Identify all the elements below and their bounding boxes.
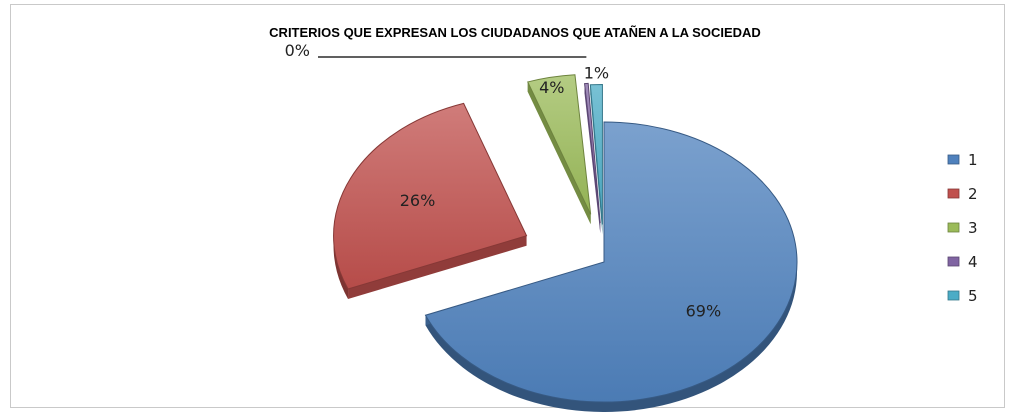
pie-slices [333,74,798,412]
slice-1 [424,121,798,412]
slice-5 [589,84,603,235]
chart-title: CRITERIOS QUE EXPRESAN LOS CIUDADANOS QU… [269,25,761,40]
legend-swatch-1 [947,154,960,165]
legend-label-3: 3 [968,219,978,237]
legend-label-5: 5 [968,287,978,305]
data-labels: 69% 26% 4% 0% 1% [285,41,722,320]
data-label-2: 26% [400,191,436,210]
legend-label-2: 2 [968,185,978,203]
slice-4 [584,82,601,234]
legend-swatch-5 [947,290,960,301]
legend-swatch-2 [947,188,960,199]
data-label-4: 0% [285,41,310,60]
legend-swatch-4 [947,256,960,267]
legend-label-1: 1 [968,151,978,169]
data-label-1: 69% [686,301,722,320]
data-label-3: 4% [539,78,564,97]
legend: 1 2 3 4 5 [947,151,978,305]
data-label-5: 1% [584,64,609,83]
slice-3 [527,74,592,225]
slice-2 [333,102,528,299]
legend-label-4: 4 [968,253,978,271]
legend-swatch-3 [947,222,960,233]
